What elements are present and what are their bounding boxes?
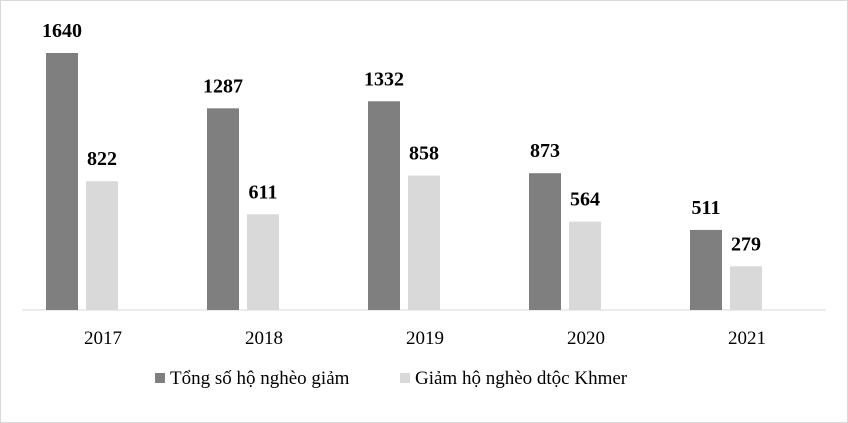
- bar: [690, 229, 722, 310]
- value-label: 858: [409, 143, 439, 165]
- value-label: 873: [530, 140, 560, 162]
- value-label: 279: [731, 233, 761, 255]
- bar: [529, 173, 561, 310]
- bar: [247, 214, 279, 310]
- bar: [46, 53, 78, 310]
- legend-swatch: [155, 373, 165, 383]
- bar: [569, 221, 601, 310]
- value-label: 564: [570, 189, 600, 211]
- x-tick-label: 2017: [84, 328, 122, 349]
- bar: [408, 175, 440, 310]
- bar: [86, 181, 118, 310]
- legend-swatch: [400, 373, 410, 383]
- value-label: 822: [87, 148, 117, 170]
- value-label: 1287: [203, 75, 243, 97]
- value-label: 511: [692, 197, 721, 219]
- x-tick-label: 2019: [406, 328, 444, 349]
- value-label: 1332: [364, 68, 404, 90]
- bar: [730, 266, 762, 310]
- legend-label: Giảm hộ nghèo dtộc Khmer: [415, 368, 628, 389]
- legend-label: Tổng số hộ nghèo giảm: [170, 368, 350, 389]
- x-tick-label: 2021: [728, 328, 766, 349]
- bar: [207, 108, 239, 310]
- x-tick-label: 2020: [567, 328, 605, 349]
- x-tick-label: 2018: [245, 328, 283, 349]
- value-label: 1640: [42, 20, 82, 42]
- bar: [368, 101, 400, 310]
- value-label: 611: [249, 181, 278, 203]
